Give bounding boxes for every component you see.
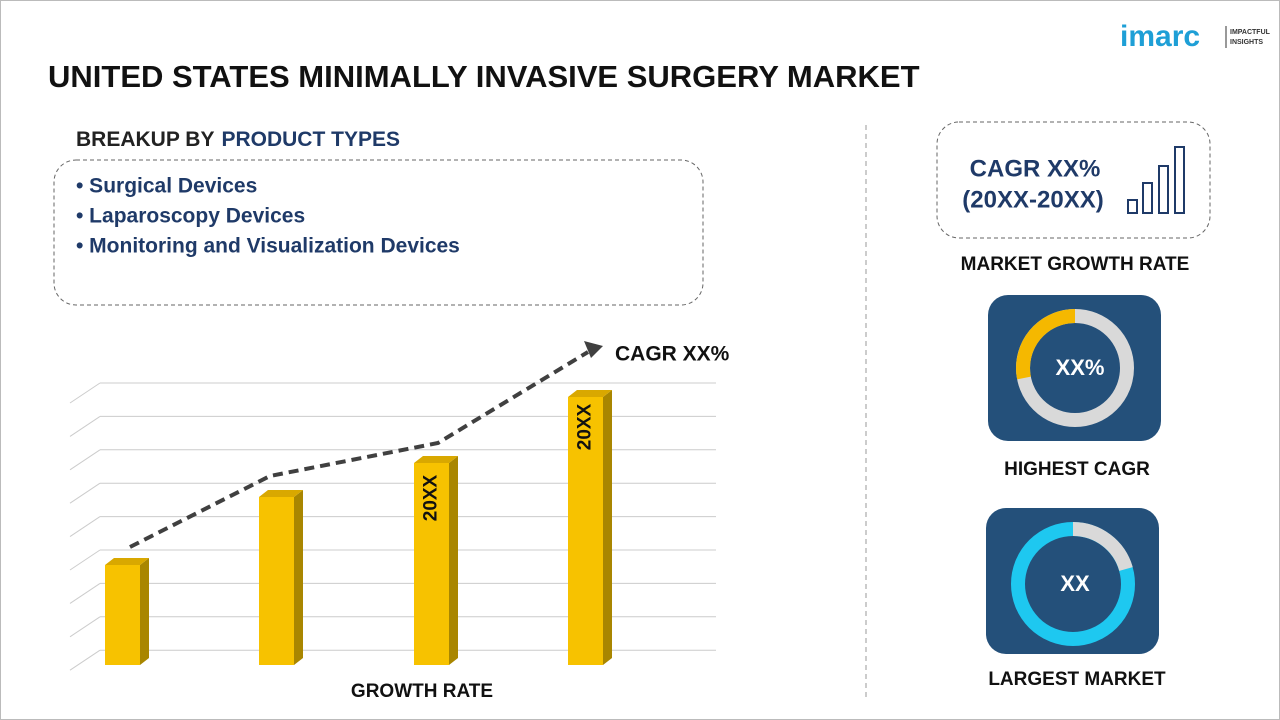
caption: LARGEST MARKET (988, 669, 1166, 690)
bar-top (568, 390, 612, 397)
breakup-item: • Monitoring and Visualization Devices (76, 235, 460, 258)
bar-side (603, 390, 612, 665)
caption: HIGHEST CAGR (1004, 459, 1150, 480)
bar-side (140, 558, 149, 665)
card-value: XX% (1056, 355, 1105, 380)
title: UNITED STATES MINIMALLY INVASIVE SURGERY… (48, 59, 920, 94)
breakup-heading: BREAKUP BY PRODUCT TYPES (76, 128, 400, 151)
cagr-text: (20XX-20XX) (962, 186, 1103, 213)
grid-line (69, 649, 101, 671)
heading-highlight: PRODUCT TYPES (221, 128, 400, 151)
grid-line (69, 382, 101, 404)
bar (105, 565, 140, 665)
logo: imarc (1120, 20, 1200, 53)
grid-line (69, 415, 101, 437)
bar-label: 20XX (421, 474, 442, 521)
heading-prefix: BREAKUP BY (76, 128, 214, 151)
grid-line (69, 549, 101, 571)
donut-segment (1072, 521, 1133, 572)
breakup-item: • Laparoscopy Devices (76, 205, 305, 228)
bar (568, 397, 603, 665)
grid-line (69, 449, 101, 471)
cagr-text: CAGR XX% (970, 155, 1101, 182)
growth-icon (1127, 146, 1185, 214)
grid-line (69, 482, 101, 504)
bar-top (259, 490, 303, 497)
grid-line (69, 582, 101, 604)
bar (259, 497, 294, 665)
trend-arrowhead (584, 341, 603, 358)
bar-side (449, 456, 458, 665)
bar-side (294, 490, 303, 665)
card-value: XX (1060, 571, 1090, 596)
caption: MARKET GROWTH RATE (961, 254, 1190, 275)
logo-tagline: IMPACTFUL (1230, 29, 1271, 36)
logo-tagline: INSIGHTS (1230, 39, 1263, 46)
bar (414, 463, 449, 665)
axis-label: GROWTH RATE (351, 681, 493, 702)
trend-label: CAGR XX% (615, 343, 730, 366)
grid-line (69, 616, 101, 638)
trend-line (129, 350, 590, 549)
donut-segment (1016, 309, 1076, 380)
breakup-item: • Surgical Devices (76, 175, 257, 198)
bar-label: 20XX (575, 403, 596, 450)
grid-line (69, 516, 101, 538)
bar-top (414, 456, 458, 463)
breakup-box (53, 159, 704, 306)
cagr-box (936, 121, 1211, 239)
bar-top (105, 558, 149, 565)
